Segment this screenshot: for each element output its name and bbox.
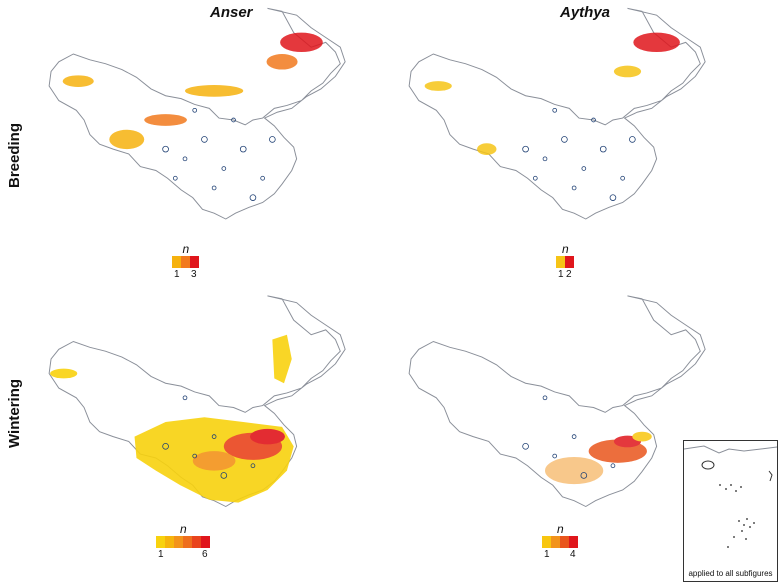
occurrence-cells: [62, 32, 323, 150]
column-title-aythya: Aythya: [560, 4, 611, 21]
legend-swatch: [183, 536, 192, 548]
legend-aythya-wintering: n 1 4: [542, 522, 602, 562]
map-aythya-wintering: [408, 295, 706, 507]
legend-swatch: [172, 256, 181, 268]
legend-swatch: [156, 536, 165, 548]
legend-tick-label: 6: [202, 549, 208, 560]
water-bodies: [162, 395, 256, 479]
legend-swatch: [192, 536, 201, 548]
legend-symbol: n: [557, 522, 564, 536]
water-bodies: [522, 107, 636, 201]
legend-swatch: [556, 256, 565, 268]
legend-anser-wintering: n 1 6: [156, 522, 226, 562]
legend-swatch: [165, 536, 174, 548]
occurrence-cells: [545, 431, 652, 485]
legend-swatch: [560, 536, 569, 548]
south-china-sea-inset: applied to all subfigures: [683, 440, 778, 582]
legend-tick-label: 1: [174, 269, 180, 280]
legend-swatch: [565, 256, 574, 268]
column-title-anser: Anser: [210, 4, 253, 21]
legend-swatch: [190, 256, 199, 268]
occurrence-cells: [424, 32, 680, 155]
legend-swatch: [551, 536, 560, 548]
legend-symbol: n: [180, 522, 187, 536]
legend-swatch: [174, 536, 183, 548]
legend-tick-label: 3: [191, 269, 197, 280]
map-anser-wintering: [48, 295, 346, 507]
legend-symbol: n: [182, 242, 190, 256]
inset-label: applied to all subfigures: [688, 569, 773, 578]
legend-swatch: [201, 536, 210, 548]
water-bodies: [522, 395, 616, 479]
legend-tick-label: 2: [566, 269, 572, 280]
map-aythya-breeding: [408, 7, 706, 220]
legend-tick-label: 1: [544, 549, 550, 560]
legend-tick-label: 1: [558, 269, 564, 280]
water-bodies: [162, 107, 276, 201]
legend-swatch: [542, 536, 551, 548]
occurrence-cells: [50, 334, 294, 503]
legend-symbol: n: [562, 242, 569, 256]
legend-tick-label: 1: [158, 549, 164, 560]
legend-swatch: [569, 536, 578, 548]
legend-swatch: [181, 256, 190, 268]
inset-map: [683, 445, 778, 548]
map-anser-breeding: [48, 7, 346, 220]
legend-tick-label: 4: [570, 549, 576, 560]
